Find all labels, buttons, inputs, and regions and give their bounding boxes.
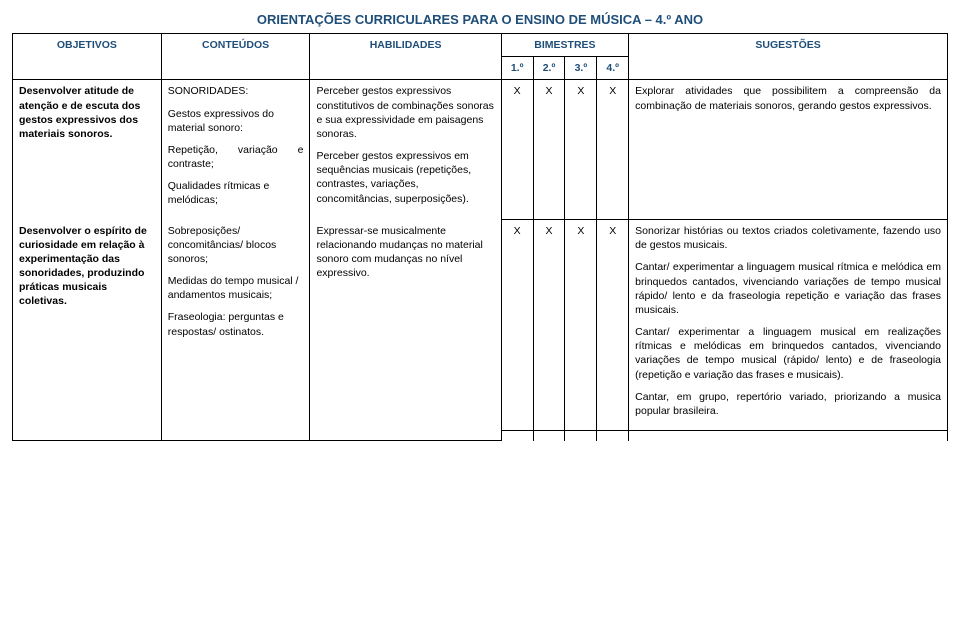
- empty-cell: [501, 431, 533, 441]
- conteudo-cell: Sobreposições/ concomitâncias/ blocos so…: [161, 220, 310, 431]
- conteudo-head: SONORIDADES:: [168, 84, 304, 98]
- sugestao-p2: Cantar/ experimentar a linguagem musical…: [635, 260, 941, 317]
- header-b2: 2.º: [533, 57, 565, 80]
- conteudo-p3: Qualidades rítmicas e melódicas;: [168, 179, 304, 207]
- bim-1: X: [501, 220, 533, 431]
- empty-cell: [13, 431, 162, 441]
- objetivo-cell: Desenvolver o espírito de curiosidade em…: [13, 220, 162, 431]
- bim-4: X: [597, 80, 629, 220]
- sugestao-text: Explorar atividades que possibilitem a c…: [635, 84, 941, 112]
- header-objetivos: OBJETIVOS: [13, 34, 162, 80]
- empty-cell: [161, 431, 310, 441]
- bim-1: X: [501, 80, 533, 220]
- empty-cell: [533, 431, 565, 441]
- header-bimestres: BIMESTRES: [501, 34, 628, 57]
- conteudo-p2: Repetição, variação e contraste;: [168, 143, 304, 171]
- curriculum-table: OBJETIVOS CONTEÚDOS HABILIDADES BIMESTRE…: [12, 33, 948, 441]
- habilidade-cell: Expressar-se musicalmente relacionando m…: [310, 220, 501, 431]
- table-row: Desenvolver atitude de atenção e de escu…: [13, 80, 948, 220]
- header-b3: 3.º: [565, 57, 597, 80]
- habilidade-p1: Perceber gestos expressivos constitutivo…: [316, 84, 494, 141]
- habilidade-text: Expressar-se musicalmente relacionando m…: [316, 224, 494, 281]
- conteudo-p3: Fraseologia: perguntas e respostas/ osti…: [168, 310, 304, 338]
- empty-cell: [629, 431, 948, 441]
- table-row: Desenvolver o espírito de curiosidade em…: [13, 220, 948, 431]
- page-title: ORIENTAÇÕES CURRICULARES PARA O ENSINO D…: [12, 12, 948, 27]
- header-habilidades: HABILIDADES: [310, 34, 501, 80]
- bim-4: X: [597, 220, 629, 431]
- bim-2: X: [533, 220, 565, 431]
- sugestao-p4: Cantar, em grupo, repertório variado, pr…: [635, 390, 941, 418]
- habilidade-p2: Perceber gestos expressivos em sequência…: [316, 149, 494, 206]
- habilidade-cell: Perceber gestos expressivos constitutivo…: [310, 80, 501, 220]
- bim-2: X: [533, 80, 565, 220]
- empty-cell: [597, 431, 629, 441]
- conteudo-p2: Medidas do tempo musical / andamentos mu…: [168, 274, 304, 302]
- header-sugestoes: SUGESTÕES: [629, 34, 948, 80]
- objetivo-text: Desenvolver atitude de atenção e de escu…: [19, 84, 155, 141]
- empty-cell: [310, 431, 501, 441]
- sugestao-cell: Sonorizar histórias ou textos criados co…: [629, 220, 948, 431]
- objetivo-cell: Desenvolver atitude de atenção e de escu…: [13, 80, 162, 220]
- conteudo-p1: Sobreposições/ concomitâncias/ blocos so…: [168, 224, 304, 267]
- header-b1: 1.º: [501, 57, 533, 80]
- objetivo-text: Desenvolver o espírito de curiosidade em…: [19, 224, 155, 309]
- empty-cell: [565, 431, 597, 441]
- sugestao-cell: Explorar atividades que possibilitem a c…: [629, 80, 948, 220]
- conteudo-p1: Gestos expressivos do material sonoro:: [168, 107, 304, 135]
- sugestao-p1: Sonorizar histórias ou textos criados co…: [635, 224, 941, 252]
- bim-3: X: [565, 80, 597, 220]
- table-row: [13, 431, 948, 441]
- bim-3: X: [565, 220, 597, 431]
- header-b4: 4.º: [597, 57, 629, 80]
- header-row-1: OBJETIVOS CONTEÚDOS HABILIDADES BIMESTRE…: [13, 34, 948, 57]
- sugestao-p3: Cantar/ experimentar a linguagem musical…: [635, 325, 941, 382]
- header-conteudos: CONTEÚDOS: [161, 34, 310, 80]
- conteudo-cell: SONORIDADES: Gestos expressivos do mater…: [161, 80, 310, 220]
